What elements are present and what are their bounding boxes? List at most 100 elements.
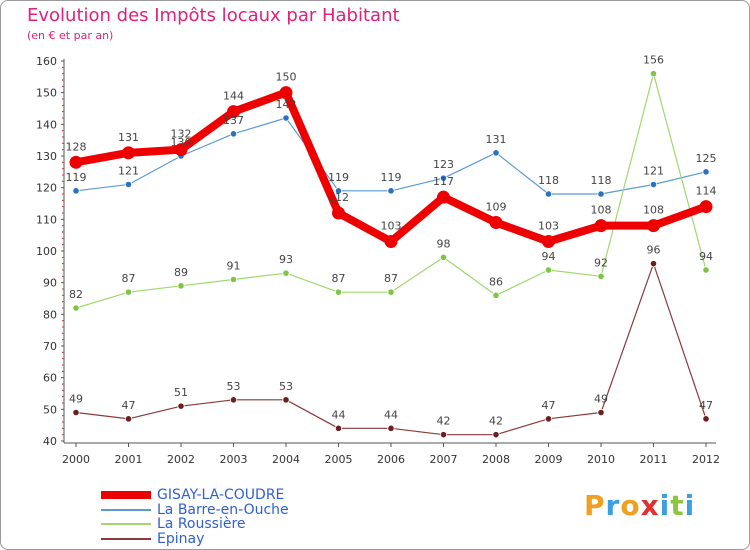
point-la-barre-en-ouche[interactable] bbox=[544, 190, 553, 198]
point-gisay-la-coudre[interactable] bbox=[332, 206, 345, 220]
y-tick-label: 130 bbox=[36, 150, 57, 163]
y-tick-label: 120 bbox=[36, 182, 57, 195]
point-epinay[interactable] bbox=[334, 424, 343, 432]
point-gisay-la-coudre[interactable] bbox=[384, 235, 398, 248]
point-gisay-la-coudre[interactable] bbox=[69, 155, 83, 169]
point-epinay[interactable] bbox=[649, 260, 658, 268]
point-epinay[interactable] bbox=[124, 415, 133, 423]
point-la-roussiere[interactable] bbox=[124, 288, 133, 296]
point-epinay[interactable] bbox=[387, 424, 395, 432]
logo-letter: o bbox=[620, 489, 641, 522]
x-tick-label: 2012 bbox=[692, 453, 720, 466]
data-label-la-barre-en-ouche: 119 bbox=[66, 171, 87, 184]
point-la-roussiere[interactable] bbox=[334, 288, 343, 296]
x-tick-label: 2000 bbox=[62, 453, 90, 466]
legend-item-gisay[interactable]: GISAY-LA-COUDRE bbox=[101, 487, 284, 503]
x-tick-label: 2006 bbox=[377, 453, 405, 466]
data-label-la-roussiere: 92 bbox=[594, 256, 608, 269]
point-la-roussiere[interactable] bbox=[544, 266, 553, 274]
data-label-gisay-la-coudre: 131 bbox=[118, 131, 139, 144]
point-la-roussiere[interactable] bbox=[649, 70, 658, 78]
point-la-barre-en-ouche[interactable] bbox=[72, 187, 80, 195]
point-la-roussiere[interactable] bbox=[72, 304, 80, 312]
x-tick-label: 2007 bbox=[430, 453, 458, 466]
point-gisay-la-coudre[interactable] bbox=[227, 105, 240, 119]
point-epinay[interactable] bbox=[229, 396, 238, 404]
data-label-la-roussiere: 89 bbox=[174, 266, 188, 279]
legend-item-epinay[interactable]: Epinay bbox=[101, 531, 204, 547]
point-la-roussiere[interactable] bbox=[282, 269, 290, 277]
legend-item-barre[interactable]: La Barre-en-Ouche bbox=[101, 502, 289, 518]
data-label-gisay-la-coudre: 128 bbox=[66, 140, 87, 153]
legend-label-gisay: GISAY-LA-COUDRE bbox=[157, 487, 285, 503]
point-epinay[interactable] bbox=[702, 415, 710, 423]
logo-letter: i bbox=[659, 489, 671, 522]
point-epinay[interactable] bbox=[72, 408, 80, 417]
point-la-roussiere[interactable] bbox=[492, 291, 500, 299]
point-la-barre-en-ouche[interactable] bbox=[387, 187, 395, 195]
chart-axes: 40 50 60 70 80 90 100 110 120 130 140 150 160 2000 200… bbox=[36, 55, 720, 466]
data-label-epinay: 49 bbox=[69, 393, 83, 406]
point-gisay-la-coudre[interactable] bbox=[699, 200, 713, 214]
data-label-epinay: 44 bbox=[332, 408, 346, 421]
y-tick-label: 160 bbox=[36, 55, 57, 68]
point-la-roussiere[interactable] bbox=[597, 272, 605, 280]
point-la-barre-en-ouche[interactable] bbox=[334, 187, 343, 195]
point-gisay-la-coudre[interactable] bbox=[174, 143, 188, 157]
x-tick-label: 2005 bbox=[325, 453, 353, 466]
point-epinay[interactable] bbox=[439, 431, 448, 439]
y-tick-label: 50 bbox=[43, 403, 57, 416]
point-la-barre-en-ouche[interactable] bbox=[229, 130, 238, 138]
data-label-la-roussiere: 98 bbox=[437, 237, 451, 250]
logo-letter: P bbox=[584, 489, 606, 522]
data-label-la-barre-en-ouche: 131 bbox=[486, 133, 507, 146]
data-label-epinay: 47 bbox=[699, 399, 713, 412]
point-la-roussiere[interactable] bbox=[702, 266, 710, 274]
point-epinay[interactable] bbox=[597, 408, 605, 417]
x-tick-label: 2011 bbox=[640, 453, 668, 466]
point-gisay-la-coudre[interactable] bbox=[647, 219, 660, 233]
data-label-la-barre-en-ouche: 119 bbox=[381, 171, 402, 184]
point-la-roussiere[interactable] bbox=[387, 288, 395, 296]
point-la-roussiere[interactable] bbox=[439, 253, 448, 261]
point-la-barre-en-ouche[interactable] bbox=[439, 174, 448, 182]
data-label-la-roussiere: 87 bbox=[122, 272, 136, 285]
point-epinay[interactable] bbox=[492, 431, 500, 439]
point-la-barre-en-ouche[interactable] bbox=[124, 180, 133, 189]
data-label-epinay: 44 bbox=[384, 408, 398, 421]
point-epinay[interactable] bbox=[177, 402, 185, 410]
point-la-roussiere[interactable] bbox=[229, 275, 238, 284]
y-tick-label: 60 bbox=[43, 372, 57, 385]
x-tick-label: 2010 bbox=[587, 453, 615, 466]
logo-letter: i bbox=[684, 489, 696, 522]
data-label-epinay: 49 bbox=[594, 393, 608, 406]
y-tick-label: 80 bbox=[43, 308, 57, 321]
data-label-gisay-la-coudre: 114 bbox=[696, 185, 717, 198]
point-gisay-la-coudre[interactable] bbox=[279, 86, 293, 100]
point-epinay[interactable] bbox=[544, 415, 553, 423]
point-la-barre-en-ouche[interactable] bbox=[282, 114, 290, 122]
point-gisay-la-coudre[interactable] bbox=[122, 146, 135, 160]
point-la-barre-en-ouche[interactable] bbox=[649, 180, 658, 189]
point-epinay[interactable] bbox=[282, 396, 290, 404]
point-la-roussiere[interactable] bbox=[177, 282, 185, 290]
point-la-barre-en-ouche[interactable] bbox=[597, 190, 605, 198]
data-label-epinay: 53 bbox=[279, 380, 293, 393]
data-label-epinay: 96 bbox=[647, 244, 661, 257]
data-label-epinay: 47 bbox=[542, 399, 556, 412]
point-gisay-la-coudre[interactable] bbox=[594, 219, 608, 233]
point-gisay-la-coudre[interactable] bbox=[489, 216, 503, 229]
data-label-gisay-la-coudre: 108 bbox=[643, 204, 664, 217]
point-la-barre-en-ouche[interactable] bbox=[492, 149, 500, 157]
point-gisay-la-coudre[interactable] bbox=[437, 190, 450, 204]
y-tick-label: 150 bbox=[36, 87, 57, 100]
data-label-la-barre-en-ouche: 123 bbox=[433, 158, 454, 171]
legend-swatch-roussiere bbox=[101, 523, 151, 525]
point-la-barre-en-ouche[interactable] bbox=[702, 168, 710, 176]
data-label-epinay: 53 bbox=[227, 380, 241, 393]
data-label-la-barre-en-ouche: 118 bbox=[538, 174, 559, 187]
point-gisay-la-coudre[interactable] bbox=[542, 235, 555, 248]
legend-item-roussiere[interactable]: La Roussière bbox=[101, 516, 246, 532]
